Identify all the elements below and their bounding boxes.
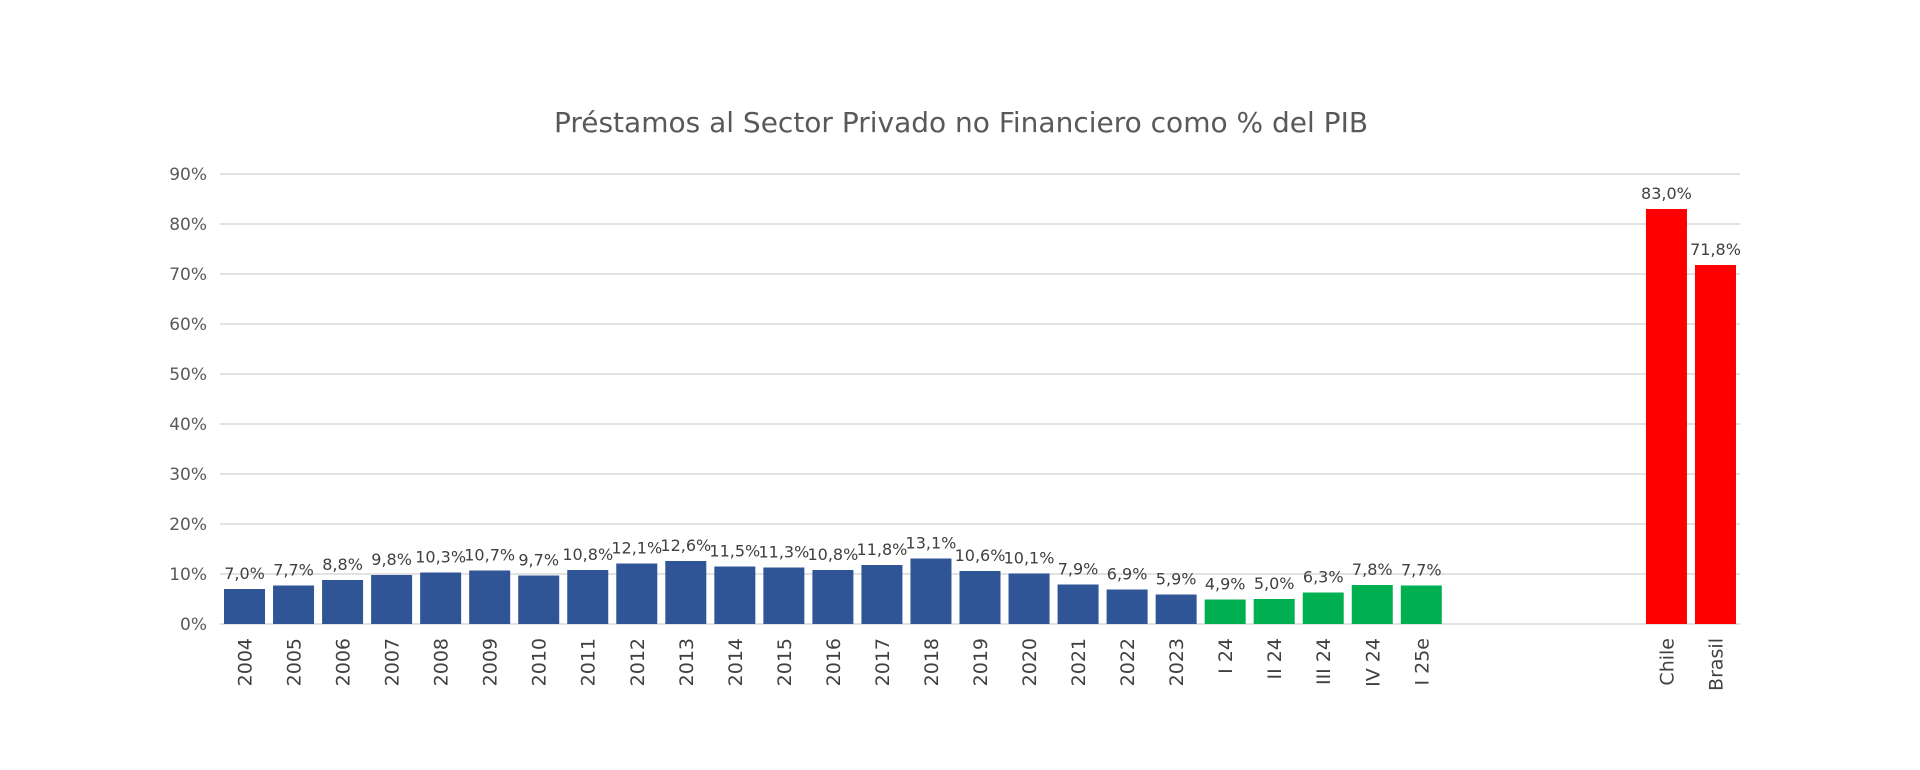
data-label: 10,1%: [1004, 549, 1055, 568]
x-tick-label: 2007: [382, 638, 404, 686]
y-tick-label: 60%: [169, 315, 207, 335]
bars: [224, 209, 1736, 624]
bar: [959, 571, 1001, 624]
data-label: 7,8%: [1352, 560, 1393, 579]
x-tick-label: I 24: [1215, 638, 1237, 674]
y-tick-label: 80%: [169, 215, 207, 235]
x-tick-label: 2004: [235, 638, 257, 686]
data-label: 10,8%: [562, 545, 613, 564]
bar: [1645, 209, 1687, 624]
data-label: 9,7%: [518, 551, 559, 570]
x-tick-label: 2017: [872, 638, 894, 686]
x-axis-labels: 2004 2005 2006 2007 2008 2009 2010 2011 2012 2013…: [235, 638, 1728, 691]
bar: [1204, 599, 1246, 624]
bar: [1057, 584, 1099, 624]
x-tick-label: 2013: [676, 638, 698, 686]
bar: [567, 570, 609, 624]
data-label: 71,8%: [1690, 240, 1741, 259]
bar: [812, 570, 854, 624]
data-label: 10,7%: [464, 546, 515, 565]
data-label: 8,8%: [322, 555, 363, 574]
x-tick-label: 2005: [284, 638, 306, 686]
bar: [469, 570, 511, 624]
x-tick-label: Chile: [1656, 638, 1678, 686]
y-tick-label: 90%: [169, 165, 207, 185]
y-axis-ticks: 0% 10% 20% 30% 40% 50% 60% 70% 80% 90%: [169, 165, 207, 635]
x-tick-label: 2022: [1117, 638, 1139, 686]
bar: [322, 580, 364, 624]
y-tick-label: 30%: [169, 465, 207, 485]
x-tick-label: 2018: [921, 638, 943, 686]
x-tick-label: 2015: [774, 638, 796, 686]
data-labels: 7,0% 7,7% 8,8% 9,8% 10,3%10,7% 9,7% 10,8%12,1%…: [224, 184, 1741, 594]
data-label: 5,9%: [1156, 570, 1197, 589]
x-tick-label: 2023: [1166, 638, 1188, 686]
bar: [1253, 599, 1295, 624]
data-label: 11,8%: [857, 540, 908, 559]
data-label: 9,8%: [371, 550, 412, 569]
bar: [665, 561, 707, 624]
bar: [1400, 585, 1442, 624]
y-tick-label: 20%: [169, 515, 207, 535]
bar: [273, 585, 315, 624]
data-label: 7,7%: [273, 561, 314, 580]
bar: [518, 575, 560, 624]
data-label: 4,9%: [1205, 575, 1246, 594]
data-label: 11,5%: [709, 542, 760, 561]
x-tick-label: Brasil: [1705, 638, 1727, 691]
data-label: 7,7%: [1401, 561, 1442, 580]
x-tick-label: 2020: [1019, 638, 1041, 686]
x-tick-label: 2006: [333, 638, 355, 686]
x-tick-label: 2012: [627, 638, 649, 686]
x-tick-label: III 24: [1313, 638, 1335, 685]
bar: [616, 563, 658, 624]
x-tick-label: 2008: [431, 638, 453, 686]
data-label: 13,1%: [906, 534, 957, 553]
data-label: 7,9%: [1058, 560, 1099, 579]
bar: [763, 567, 805, 624]
x-tick-label: 2021: [1068, 638, 1090, 686]
bar: [371, 575, 413, 624]
data-label: 6,3%: [1303, 568, 1344, 587]
bar: [420, 572, 462, 624]
data-label: 5,0%: [1254, 574, 1295, 593]
bar: [1694, 265, 1736, 624]
bar: [1008, 573, 1050, 624]
x-tick-label: 2009: [480, 638, 502, 686]
y-tick-label: 0%: [180, 615, 207, 635]
data-label: 83,0%: [1641, 184, 1692, 203]
data-label: 10,3%: [415, 548, 466, 567]
data-label: 7,0%: [224, 564, 265, 583]
y-tick-label: 10%: [169, 565, 207, 585]
x-tick-label: 2019: [970, 638, 992, 686]
chart-title: Préstamos al Sector Privado no Financier…: [554, 106, 1368, 139]
bar: [1106, 589, 1148, 624]
bar: [1302, 592, 1344, 624]
x-tick-label: II 24: [1264, 638, 1286, 679]
bar: [910, 558, 952, 624]
x-tick-label: 2016: [823, 638, 845, 686]
y-tick-label: 50%: [169, 365, 207, 385]
data-label: 10,6%: [955, 546, 1006, 565]
data-label: 12,6%: [660, 536, 711, 555]
bar: [1155, 594, 1197, 624]
data-label: 11,3%: [758, 543, 809, 562]
bar: [224, 589, 266, 624]
bar: [1351, 585, 1393, 624]
y-tick-label: 70%: [169, 265, 207, 285]
x-tick-label: 2011: [578, 638, 600, 686]
data-label: 10,8%: [807, 545, 858, 564]
data-label: 6,9%: [1107, 565, 1148, 584]
y-tick-label: 40%: [169, 415, 207, 435]
bar: [714, 566, 756, 624]
x-tick-label: I 25e: [1411, 638, 1433, 686]
x-tick-label: 2014: [725, 638, 747, 686]
bar: [861, 565, 903, 624]
x-tick-label: IV 24: [1362, 638, 1384, 687]
data-label: 12,1%: [611, 539, 662, 558]
x-tick-label: 2010: [529, 638, 551, 686]
